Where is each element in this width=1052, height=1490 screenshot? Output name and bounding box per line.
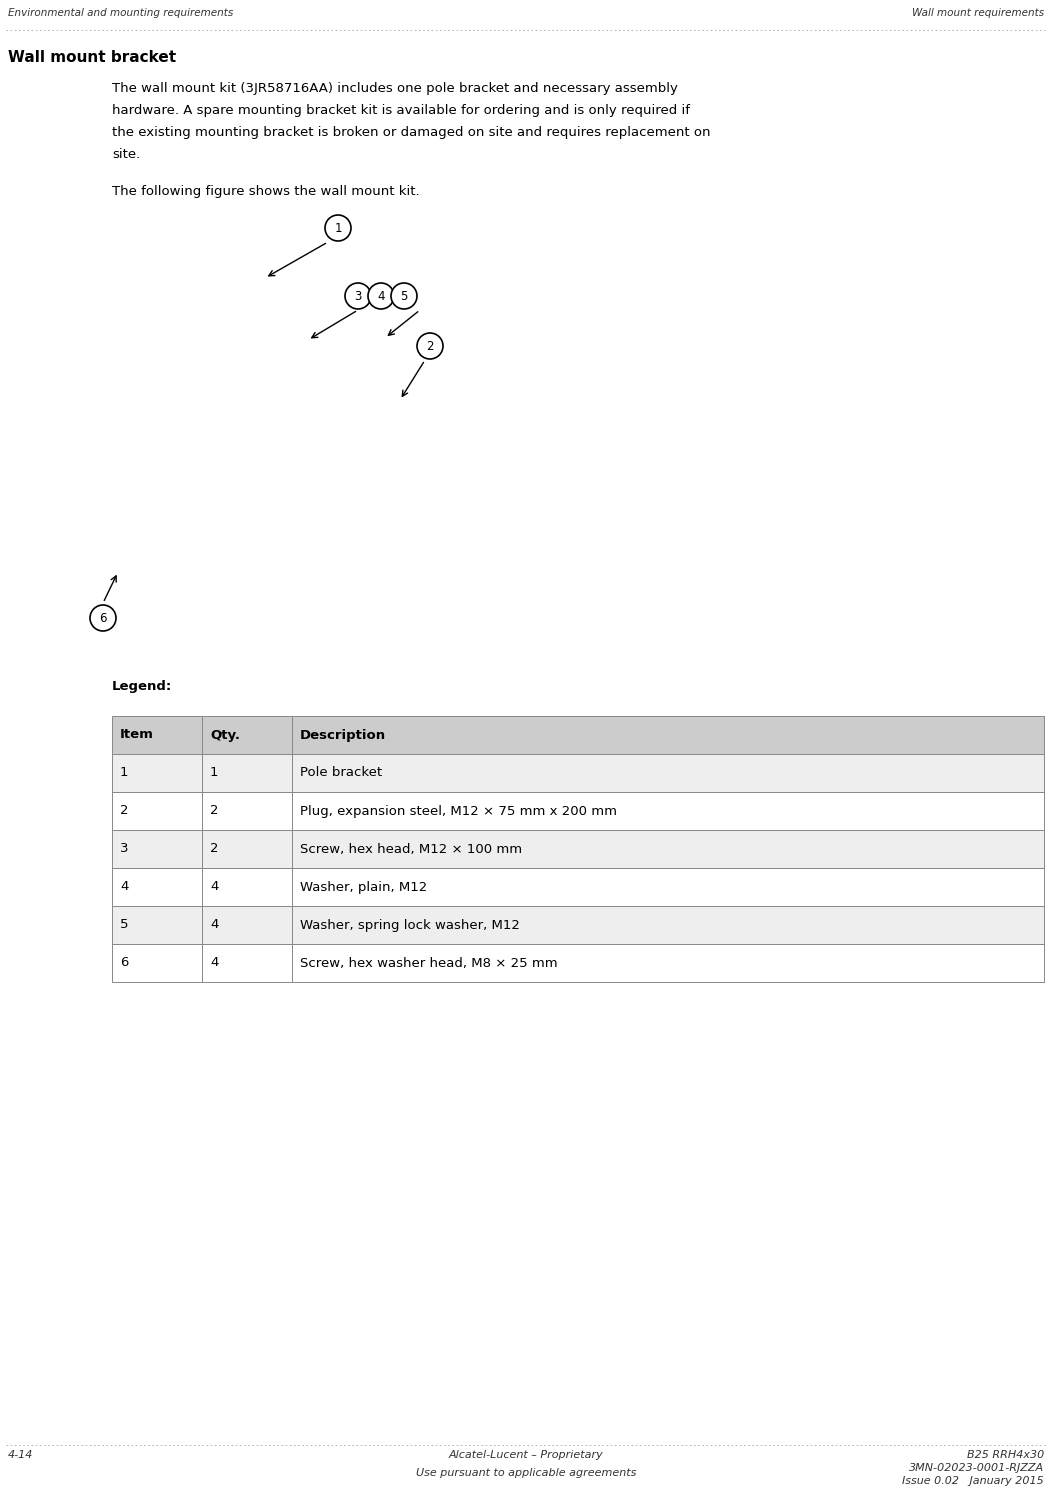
- Text: hardware. A spare mounting bracket kit is available for ordering and is only req: hardware. A spare mounting bracket kit i…: [112, 104, 690, 118]
- Bar: [112, 717, 202, 754]
- Circle shape: [417, 332, 443, 359]
- Bar: [292, 906, 1044, 945]
- Bar: [112, 945, 202, 982]
- Text: 6: 6: [120, 957, 128, 970]
- Text: 2: 2: [210, 842, 219, 855]
- Text: Pole bracket: Pole bracket: [300, 766, 382, 779]
- Bar: [292, 830, 1044, 869]
- Text: 3: 3: [355, 289, 362, 302]
- Text: 2: 2: [426, 340, 433, 353]
- Circle shape: [345, 283, 371, 308]
- Text: 2: 2: [120, 805, 128, 818]
- Bar: [202, 830, 292, 869]
- Text: Use pursuant to applicable agreements: Use pursuant to applicable agreements: [416, 1468, 636, 1478]
- Bar: [112, 906, 202, 945]
- Bar: [202, 906, 292, 945]
- Text: Screw, hex washer head, M8 × 25 mm: Screw, hex washer head, M8 × 25 mm: [300, 957, 558, 970]
- Text: the existing mounting bracket is broken or damaged on site and requires replacem: the existing mounting bracket is broken …: [112, 127, 710, 139]
- Text: Screw, hex head, M12 × 100 mm: Screw, hex head, M12 × 100 mm: [300, 842, 522, 855]
- Bar: [202, 945, 292, 982]
- Bar: [292, 869, 1044, 906]
- Text: 4: 4: [210, 881, 219, 894]
- Text: 4: 4: [210, 918, 219, 931]
- Text: Environmental and mounting requirements: Environmental and mounting requirements: [8, 7, 234, 18]
- Text: 1: 1: [120, 766, 128, 779]
- Bar: [202, 717, 292, 754]
- Bar: [292, 945, 1044, 982]
- Circle shape: [90, 605, 116, 630]
- Text: 5: 5: [401, 289, 408, 302]
- Text: Washer, plain, M12: Washer, plain, M12: [300, 881, 427, 894]
- Text: Description: Description: [300, 729, 386, 742]
- Text: 4: 4: [378, 289, 385, 302]
- Text: 4: 4: [210, 957, 219, 970]
- Text: Washer, spring lock washer, M12: Washer, spring lock washer, M12: [300, 918, 520, 931]
- Bar: [202, 869, 292, 906]
- Bar: [112, 830, 202, 869]
- Bar: [292, 754, 1044, 793]
- Text: 4-14: 4-14: [8, 1450, 34, 1460]
- Text: Issue 0.02   January 2015: Issue 0.02 January 2015: [903, 1477, 1044, 1486]
- Circle shape: [368, 283, 394, 308]
- Bar: [202, 793, 292, 830]
- Bar: [112, 793, 202, 830]
- Circle shape: [391, 283, 417, 308]
- Text: 1: 1: [335, 222, 342, 234]
- Circle shape: [325, 215, 351, 241]
- Text: 4: 4: [120, 881, 128, 894]
- Text: 6: 6: [99, 611, 106, 624]
- Text: 1: 1: [210, 766, 219, 779]
- Text: The following figure shows the wall mount kit.: The following figure shows the wall moun…: [112, 185, 420, 198]
- Bar: [202, 754, 292, 793]
- Text: Alcatel-Lucent – Proprietary: Alcatel-Lucent – Proprietary: [448, 1450, 604, 1460]
- Text: 2: 2: [210, 805, 219, 818]
- Text: 3MN-02023-0001-RJZZA: 3MN-02023-0001-RJZZA: [909, 1463, 1044, 1474]
- Bar: [292, 793, 1044, 830]
- Text: B25 RRH4x30: B25 RRH4x30: [967, 1450, 1044, 1460]
- Text: The wall mount kit (3JR58716AA) includes one pole bracket and necessary assembly: The wall mount kit (3JR58716AA) includes…: [112, 82, 677, 95]
- Text: Plug, expansion steel, M12 × 75 mm x 200 mm: Plug, expansion steel, M12 × 75 mm x 200…: [300, 805, 618, 818]
- Text: site.: site.: [112, 148, 140, 161]
- Bar: [112, 754, 202, 793]
- Text: Legend:: Legend:: [112, 679, 173, 693]
- Text: 5: 5: [120, 918, 128, 931]
- Text: Qty.: Qty.: [210, 729, 240, 742]
- Text: Wall mount requirements: Wall mount requirements: [912, 7, 1044, 18]
- Bar: [112, 869, 202, 906]
- Bar: [292, 717, 1044, 754]
- Text: Wall mount bracket: Wall mount bracket: [8, 51, 176, 66]
- Text: Item: Item: [120, 729, 154, 742]
- Text: 3: 3: [120, 842, 128, 855]
